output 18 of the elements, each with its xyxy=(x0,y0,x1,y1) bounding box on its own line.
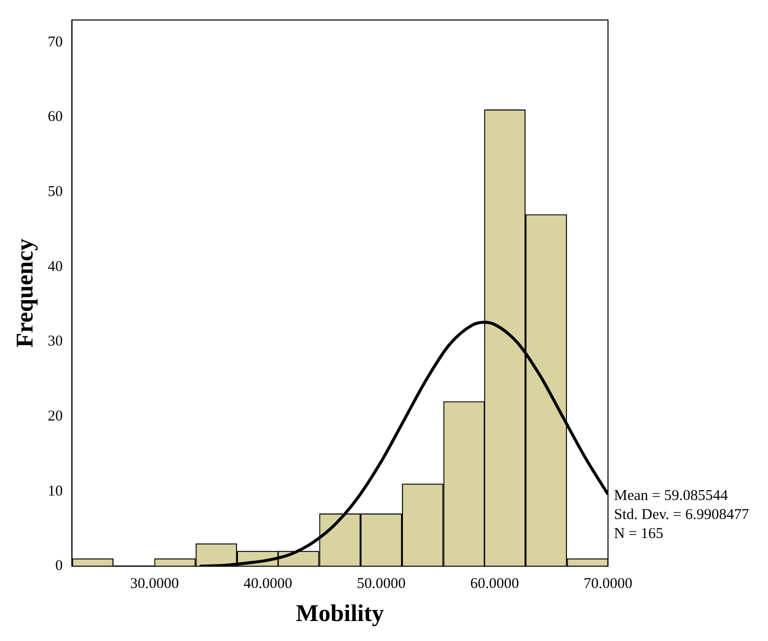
y-tick-label: 60 xyxy=(48,109,63,126)
text: Std. Dev. = 6.9908477 xyxy=(614,507,750,524)
text: Mean = 59.085544 xyxy=(614,488,728,504)
y-tick-label: 20 xyxy=(48,408,63,424)
x-tick-label: 30.0000 xyxy=(130,576,179,592)
y-tick-label: 10 xyxy=(48,483,63,500)
y-tick-label: 50 xyxy=(48,184,63,200)
y-axis-title: Frequency xyxy=(12,238,39,348)
y-tick-label: 40 xyxy=(48,258,63,275)
text: N = 165 xyxy=(614,526,664,542)
y-tick-label: 70 xyxy=(48,34,63,50)
y-tick-label: 0 xyxy=(55,558,63,574)
x-axis-title: Mobility xyxy=(296,600,384,627)
x-tick-label: 40.0000 xyxy=(244,576,292,592)
x-tick-label: 60.0000 xyxy=(470,576,520,592)
x-tick-label: 70.0000 xyxy=(584,576,632,592)
y-tick-label: 30 xyxy=(48,334,63,350)
x-tick-label: 50.0000 xyxy=(356,576,406,592)
